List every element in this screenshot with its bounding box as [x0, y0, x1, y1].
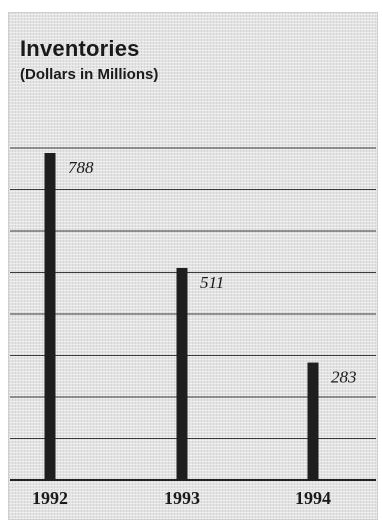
bar-1994 [307, 362, 319, 480]
gridlines [10, 147, 376, 481]
chart-title: Inventories [20, 36, 140, 61]
bars [44, 152, 319, 481]
category-label-1992: 1992 [32, 488, 68, 508]
chart-subtitle: (Dollars in Millions) [20, 66, 159, 83]
value-label-1992: 788 [68, 158, 94, 177]
bar-1993 [176, 267, 188, 480]
bar-1992 [44, 152, 56, 481]
value-label-1994: 283 [331, 368, 357, 387]
category-label-1993: 1993 [164, 488, 200, 508]
category-label-1994: 1994 [295, 488, 331, 508]
chart-panel [8, 12, 378, 520]
value-label-1993: 511 [200, 273, 224, 292]
category-labels: 1992 1993 1994 [32, 488, 331, 508]
value-labels: 788 511 283 [68, 158, 357, 387]
